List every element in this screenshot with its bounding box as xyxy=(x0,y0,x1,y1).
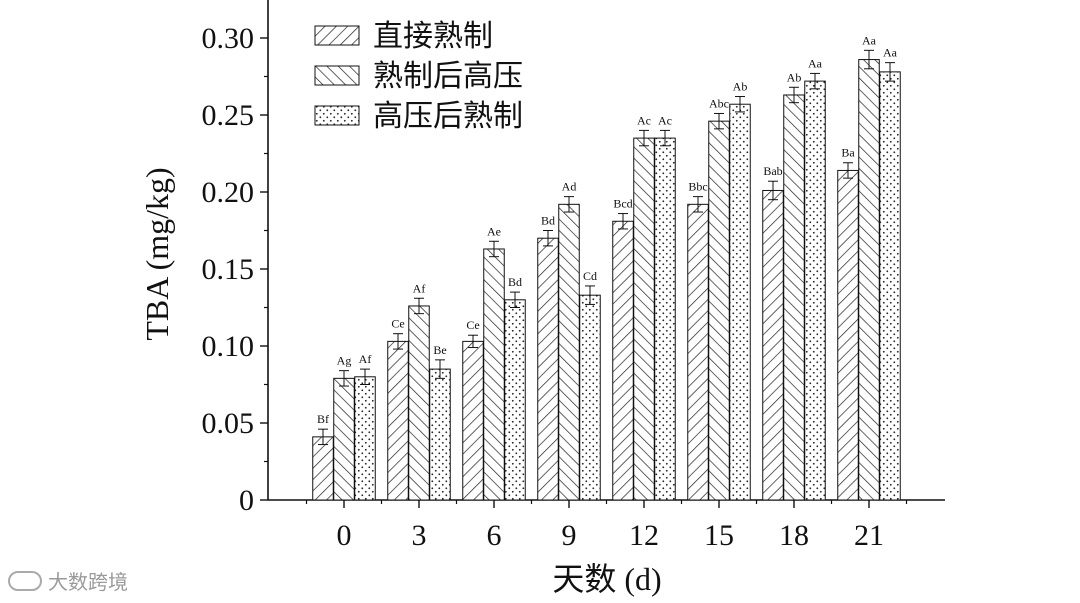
bars-group: Bf Ce Ce Bd Bcd Bbc Bab Ba Ag Af Ae Ad Ac Abc Ab Aa Af Be… xyxy=(312,33,901,501)
watermark-logo-icon xyxy=(8,570,42,591)
x-tick-label: 9 xyxy=(562,519,577,552)
x-tick-label: 6 xyxy=(487,519,502,552)
data-label: Cd xyxy=(583,269,597,283)
y-tick-label: 0.05 xyxy=(202,407,255,440)
data-label: Ad xyxy=(562,180,577,194)
data-label: Bd xyxy=(508,275,522,289)
x-tick-label: 21 xyxy=(854,519,884,552)
bar xyxy=(387,340,409,501)
x-tick-label: 18 xyxy=(779,519,809,552)
y-axis-title: TBA (mg/kg) xyxy=(139,167,175,340)
data-label: Ab xyxy=(787,70,802,84)
bar xyxy=(783,94,805,501)
y-tick-label: 0.10 xyxy=(202,330,255,363)
data-label: Bd xyxy=(541,214,555,228)
legend-label: 直接熟制 xyxy=(373,19,493,54)
bar xyxy=(558,203,580,501)
legend-swatch xyxy=(314,105,360,126)
data-label: Be xyxy=(433,343,446,357)
bar xyxy=(579,294,601,501)
bar xyxy=(333,377,355,501)
data-label: Ac xyxy=(637,113,651,127)
data-label: Ac xyxy=(658,113,672,127)
y-tick-label: 0.25 xyxy=(202,99,255,132)
bar xyxy=(708,120,730,501)
bar xyxy=(762,189,784,501)
x-tick-label: 15 xyxy=(704,519,734,552)
data-label: Aa xyxy=(883,46,898,60)
x-tick-label: 12 xyxy=(629,519,659,552)
watermark-text: 大数跨境 xyxy=(48,570,128,594)
bar xyxy=(837,169,859,501)
watermark: 大数跨境 xyxy=(8,566,128,595)
x-axis-title: 天数 (d) xyxy=(552,561,661,597)
data-label: Ag xyxy=(337,354,352,368)
bar xyxy=(879,71,901,501)
bar xyxy=(429,368,451,501)
bar xyxy=(408,305,430,501)
data-label: Bcd xyxy=(613,197,632,211)
bar xyxy=(858,59,880,501)
y-tick-label: 0.20 xyxy=(202,176,255,209)
bar xyxy=(504,299,526,501)
data-label: Ab xyxy=(733,80,748,94)
axes-group: 0 0.05 0.10 0.15 0.20 0.25 0.30 0 3 6 9 12 15 18 21 xyxy=(202,0,945,552)
bar xyxy=(462,340,484,501)
data-label: Ae xyxy=(487,224,501,238)
y-tick-label: 0.30 xyxy=(202,22,255,55)
y-tick-label: 0.15 xyxy=(202,253,255,286)
bar xyxy=(729,103,751,501)
data-label: Af xyxy=(359,352,372,366)
legend-label: 熟制后高压 xyxy=(373,59,523,94)
bar xyxy=(633,137,655,501)
bar xyxy=(312,436,334,501)
bar xyxy=(612,220,634,501)
data-label: Bf xyxy=(317,412,329,426)
data-label: Abc xyxy=(709,96,729,110)
x-tick-label: 3 xyxy=(412,519,427,552)
x-tick-label: 0 xyxy=(337,519,352,552)
data-label: Af xyxy=(413,281,426,295)
bar xyxy=(354,376,376,501)
bar xyxy=(654,137,676,501)
legend-label: 高压后熟制 xyxy=(373,99,523,134)
data-label: Aa xyxy=(862,33,877,47)
bar xyxy=(804,80,826,501)
legend-swatch xyxy=(314,25,360,46)
data-label: Bbc xyxy=(688,180,707,194)
data-label: Ce xyxy=(466,318,479,332)
bar xyxy=(483,248,505,501)
data-label: Ba xyxy=(841,146,855,160)
data-label: Aa xyxy=(808,56,823,70)
bar xyxy=(687,203,709,501)
legend-swatch xyxy=(314,65,360,86)
data-label: Ce xyxy=(391,317,404,331)
y-tick-label: 0 xyxy=(239,484,254,517)
data-label: Bab xyxy=(763,164,782,178)
bar xyxy=(537,237,559,501)
